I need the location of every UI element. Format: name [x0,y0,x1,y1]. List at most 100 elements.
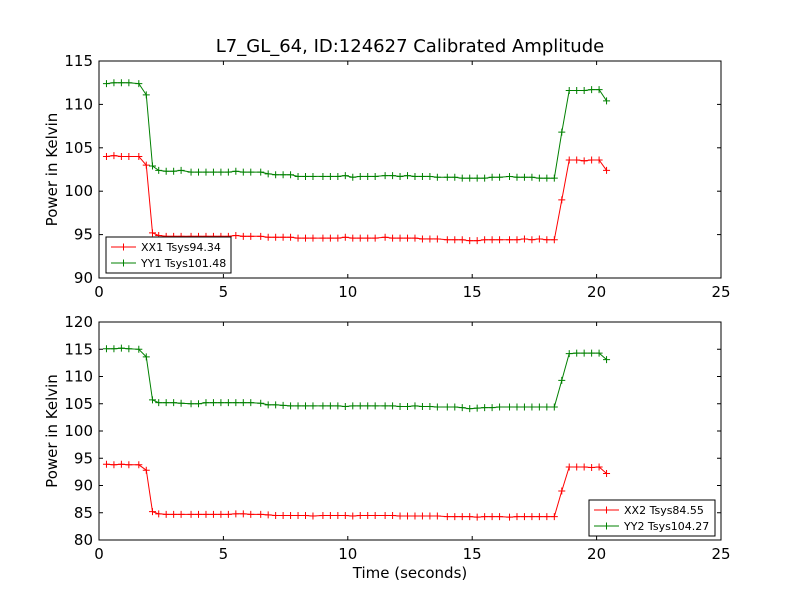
data-point [125,345,133,353]
data-point [217,168,225,176]
data-point [341,402,349,410]
data-point [326,402,334,410]
data-point [451,236,459,244]
data-point [170,510,178,518]
data-point [528,403,536,411]
data-point [287,171,295,179]
data-point [565,350,573,358]
data-point [550,174,558,182]
data-point [433,403,441,411]
data-point [426,512,434,520]
data-point [506,513,514,521]
legend-marker [603,522,610,530]
data-point [550,513,558,521]
data-point [155,510,163,518]
data-point [148,396,156,404]
y-tick-label: 95 [74,226,93,244]
data-point [302,511,310,519]
series-1-1 [102,152,611,245]
data-point [404,402,412,410]
data-point [418,512,426,520]
data-point [326,172,334,180]
data-point [155,166,163,174]
data-point [543,513,551,521]
data-point [202,510,210,518]
data-point [294,234,302,242]
data-point [272,511,280,519]
data-point [418,402,426,410]
data-point [588,349,596,357]
data-point [396,402,404,410]
x-tick-label: 10 [338,545,357,563]
data-point [279,171,287,179]
data-point [543,403,551,411]
data-point [404,172,412,180]
data-point [326,234,334,242]
data-point [279,511,287,519]
data-point [239,232,247,240]
data-point [232,510,240,518]
data-point [481,236,489,244]
data-point [217,510,225,518]
data-point [573,463,581,471]
series-line [106,82,608,179]
data-point [125,461,133,469]
data-point [443,513,451,521]
data-point [543,236,551,244]
data-point [349,234,357,242]
data-point [142,466,150,474]
data-point [356,172,364,180]
data-point [506,172,514,180]
data-point [550,403,558,411]
data-point [302,402,310,410]
data-point [595,463,603,471]
data-point [279,401,287,409]
data-point [496,173,504,181]
data-point [535,235,543,243]
x-tick-label: 25 [711,545,730,563]
x-tick-label: 0 [94,283,104,301]
data-point [473,237,481,245]
x-tick-label: 5 [219,545,229,563]
data-point [162,399,170,407]
data-point [411,234,419,242]
data-point [287,233,295,241]
series-line [106,463,607,518]
data-point [603,97,611,105]
y-tick-label: 110 [64,95,93,113]
data-point [396,172,404,180]
y-tick-label: 115 [64,340,93,358]
legend-label: XX1 Tsys94.34 [141,241,221,254]
x-tick-label: 20 [587,283,606,301]
data-point [162,167,170,175]
y-tick-label: 110 [64,368,93,386]
data-point [135,461,143,469]
data-point [162,510,170,518]
data-point [565,87,573,95]
data-point [481,174,489,182]
data-point [466,237,474,245]
data-point [595,349,603,357]
data-point [506,403,514,411]
data-point [326,511,334,519]
data-point [177,166,185,174]
series-1-2 [102,79,611,182]
data-point [239,168,247,176]
data-point [177,510,185,518]
data-point [110,345,118,353]
y-axis-label: Power in Kelvin [43,374,61,488]
data-point [496,513,504,521]
data-point [466,174,474,182]
data-point [287,511,295,519]
data-point [202,399,210,407]
y-tick-label: 100 [64,182,93,200]
axes-frame [98,60,722,279]
x-axis-label: Time (seconds) [352,564,468,582]
data-point [102,345,110,353]
y-tick-label: 95 [74,449,93,467]
legend-box [105,236,232,274]
data-point [257,232,265,240]
data-point [110,152,118,160]
series-2-2 [102,344,611,413]
